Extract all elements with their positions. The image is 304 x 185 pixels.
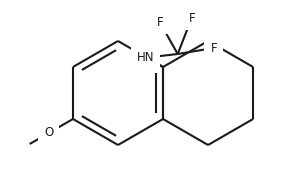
Text: F: F (156, 16, 163, 28)
Text: F: F (210, 41, 217, 55)
Text: F: F (188, 11, 195, 24)
Text: O: O (44, 127, 53, 139)
Text: HN: HN (137, 51, 154, 63)
